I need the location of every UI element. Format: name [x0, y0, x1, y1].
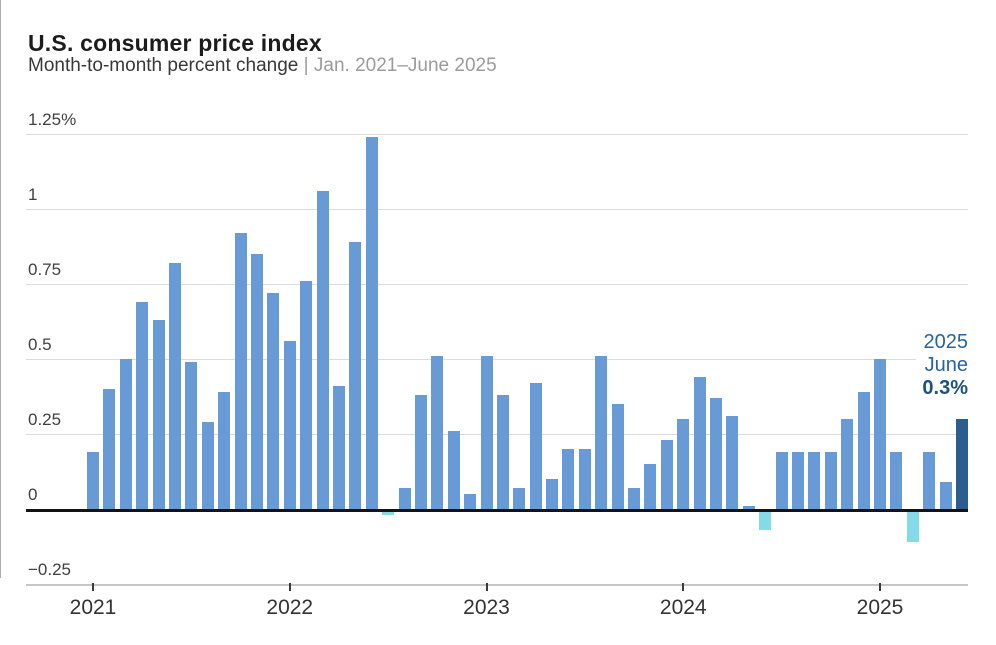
annotation-month: June	[924, 354, 968, 376]
bar	[103, 389, 116, 509]
gridline	[26, 359, 968, 360]
gridline	[26, 134, 968, 135]
bar	[349, 242, 362, 509]
x-axis-tick	[288, 583, 291, 591]
x-axis-tick	[485, 583, 488, 591]
bar	[87, 452, 99, 509]
y-axis-label: 0.5	[28, 335, 52, 354]
last-point-annotation: 2025 June 0.3%	[916, 331, 968, 400]
subtitle-main: Month-to-month percent change	[28, 55, 304, 76]
bar	[923, 452, 936, 509]
x-axis-year-label: 2023	[463, 596, 510, 619]
bar	[152, 320, 165, 509]
bar	[710, 398, 723, 509]
bar	[365, 137, 378, 509]
screenshot-left-border	[0, 0, 1, 578]
bar	[562, 449, 575, 509]
chart-subtitle: Month-to-month percent change | Jan. 202…	[28, 55, 497, 77]
bar	[628, 488, 641, 509]
x-axis-year-label: 2024	[659, 596, 707, 619]
subtitle-date-range: | Jan. 2021–June 2025	[303, 55, 497, 76]
bar	[874, 359, 886, 509]
bar	[332, 386, 345, 509]
bar	[480, 356, 493, 509]
y-axis-label: 1.25%	[28, 110, 77, 129]
bar	[955, 419, 968, 509]
y-axis-label: 0.25	[28, 410, 62, 429]
bar	[939, 482, 952, 509]
y-axis-label: 1	[28, 185, 38, 204]
bar	[201, 422, 214, 509]
bar	[775, 452, 788, 509]
bar	[906, 512, 919, 542]
y-axis-label: 0.75	[28, 260, 62, 279]
bar	[644, 464, 657, 509]
bar	[218, 392, 231, 509]
x-axis-year-label: 2021	[69, 596, 117, 619]
x-axis-year-label: 2022	[266, 596, 314, 619]
bar	[841, 419, 854, 509]
bar	[857, 392, 870, 509]
bar	[611, 404, 624, 509]
chart-title: U.S. consumer price index	[28, 30, 322, 57]
x-axis-tick	[879, 583, 881, 591]
bar	[824, 452, 837, 509]
bar	[890, 452, 903, 509]
bar	[529, 383, 542, 509]
gridline	[26, 209, 968, 210]
x-axis-tick	[92, 583, 94, 591]
bar	[693, 377, 706, 509]
bar	[234, 233, 247, 509]
bar	[742, 506, 755, 509]
bar	[250, 254, 263, 509]
chart-plot-area: 2025 June 0.3% 1.25% 1 0.75 0.5 0.25 0 −0.25 20…	[26, 110, 968, 619]
bar	[447, 431, 460, 509]
bar	[283, 341, 296, 509]
bar	[398, 488, 411, 509]
y-axis-label: 0	[28, 485, 38, 504]
bar	[677, 419, 690, 509]
y-axis-label: −0.25	[28, 560, 72, 579]
gridline	[26, 584, 968, 586]
bar	[792, 452, 805, 509]
bar	[414, 395, 427, 509]
bar	[185, 362, 198, 509]
x-axis-tick	[682, 583, 685, 591]
zero-baseline	[26, 509, 968, 512]
x-axis-year-label: 2025	[856, 596, 904, 619]
bar	[759, 512, 772, 530]
annotation-year: 2025	[923, 331, 969, 353]
bar	[546, 479, 559, 509]
bar	[382, 512, 395, 515]
bar	[726, 416, 739, 509]
bar	[496, 395, 509, 509]
bar	[300, 281, 313, 509]
annotation-value: 0.3%	[922, 377, 968, 399]
bar	[267, 293, 280, 509]
bar	[136, 302, 149, 509]
bar	[808, 452, 821, 509]
bar	[431, 356, 444, 509]
bar	[595, 356, 608, 509]
bar	[316, 191, 329, 509]
bar	[464, 494, 477, 509]
bar	[119, 359, 132, 509]
gridline	[26, 284, 968, 285]
bar	[168, 263, 181, 509]
bar	[578, 449, 591, 509]
bar	[660, 440, 673, 509]
bar	[513, 488, 526, 509]
